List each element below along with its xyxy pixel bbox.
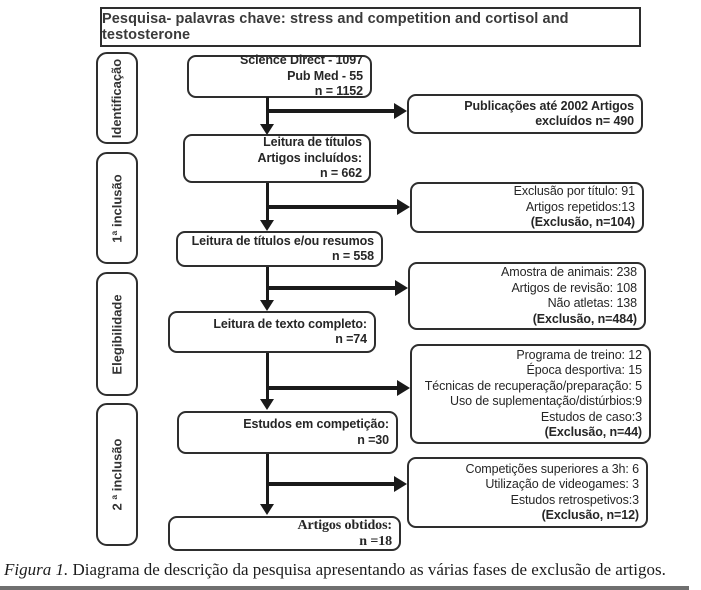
exclusion-line: Artigos de revisão: 108 (511, 280, 637, 295)
arrow-down-5-line (266, 454, 269, 504)
arrow-right-4-head (397, 380, 410, 396)
stage-label-text: Identificação (109, 58, 125, 138)
arrow-right-5-head (394, 476, 407, 492)
exclusion-box-2: Exclusão por título: 91 Artigos repetido… (410, 182, 644, 233)
stage-label-elegibilidade: Elegibilidade (96, 272, 138, 396)
flow-line: Science Direct - 1097 (240, 53, 363, 68)
arrow-down-1-head (260, 124, 274, 135)
arrow-down-3-line (266, 267, 269, 300)
arrow-right-3-head (395, 280, 408, 296)
exclusion-total-line: (Exclusão, n=104) (530, 215, 635, 230)
exclusion-line: excluídos n= 490 (535, 114, 634, 128)
exclusion-line: Exclusão por título: 91 (513, 184, 635, 199)
exclusion-line: Estudos de caso:3 (540, 409, 642, 424)
flow-line: n = 558 (331, 249, 374, 263)
arrow-down-2-line (266, 183, 269, 220)
arrow-down-3-head (260, 300, 274, 311)
exclusion-box-3: Amostra de animais: 238 Artigos de revis… (408, 262, 646, 330)
flow-line: Artigos incluídos: (257, 150, 363, 165)
flow-line: Leitura de títulos e/ou resumos (191, 233, 374, 248)
exclusion-total-line: (Exclusão, n=12) (541, 508, 640, 522)
exclusion-line: Amostra de animais: 238 (501, 265, 637, 279)
figure-caption-text: Diagrama de descrição da pesquisa aprese… (68, 560, 666, 579)
exclusion-box-1: Publicações até 2002 Artigos excluídos n… (407, 94, 643, 134)
arrow-right-1-head (394, 103, 407, 119)
stage-label-text: Elegibilidade (109, 293, 125, 375)
figure-caption-label: Figura 1. (4, 560, 69, 579)
stage-label-identificacao: Identificação (96, 52, 138, 144)
flow-line: Leitura de texto completo: (213, 316, 367, 331)
arrow-down-4-head (260, 399, 274, 410)
flow-box-leitura-resumos: Leitura de títulos e/ou resumos n = 558 (176, 231, 383, 267)
flow-box-artigos-obtidos: Artigos obtidos: n =18 (168, 516, 401, 551)
search-keywords-box: Pesquisa- palavras chave: stress and com… (100, 7, 641, 47)
flow-line: Leitura de títulos (263, 135, 362, 150)
exclusion-line: Utilização de videogames: 3 (485, 477, 639, 491)
flow-box-leitura-titulos: Leitura de títulos Artigos incluídos: n … (183, 134, 371, 183)
flow-box-texto-completo: Leitura de texto completo: n =74 (168, 311, 376, 353)
scan-artifact-bar (0, 586, 689, 590)
flow-box-estudos-competicao: Estudos em competição: n =30 (177, 411, 398, 454)
stage-label-text: 1ª inclusão (109, 173, 125, 243)
flow-line: Pub Med - 55 (287, 68, 363, 83)
stage-label-text: 2 ª inclusão (109, 438, 125, 511)
exclusion-line: Época desportiva: 15 (526, 363, 643, 377)
exclusion-box-5: Competições superiores a 3h: 6 Utilizaçã… (407, 457, 648, 528)
arrow-right-1-line (268, 109, 394, 113)
figure-caption: Figura 1. Diagrama de descrição da pesqu… (4, 560, 699, 580)
flow-line: n =74 (335, 332, 367, 346)
exclusion-line: Não atletas: 138 (547, 296, 638, 310)
flow-box-sources: Science Direct - 1097 Pub Med - 55 n = 1… (187, 53, 372, 99)
arrow-right-5-line (268, 482, 394, 486)
flow-line: n = 1152 (314, 84, 363, 99)
exclusion-line: Estudos retrospetivos:3 (510, 492, 639, 507)
exclusion-total-line: (Exclusão, n=484) (532, 311, 637, 326)
arrow-right-4-line (268, 386, 397, 390)
arrow-down-2-head (260, 220, 274, 231)
arrow-down-5-head (260, 504, 274, 515)
exclusion-box-4: Programa de treino: 12 Época desportiva:… (410, 344, 651, 444)
exclusion-total-line: (Exclusão, n=44) (544, 425, 643, 439)
arrow-down-1-line (266, 97, 269, 124)
exclusion-line: Competições superiores a 3h: 6 (465, 461, 640, 476)
arrow-right-3-line (268, 286, 395, 290)
arrow-right-2-head (397, 199, 410, 215)
flow-line: Estudos em competição: (243, 417, 389, 431)
flow-line: n = 662 (319, 166, 362, 181)
stage-label-primeira-inclusao: 1ª inclusão (96, 152, 138, 264)
arrow-right-2-line (268, 205, 397, 209)
exclusion-line: Artigos repetidos:13 (525, 199, 635, 214)
stage-label-segunda-inclusao: 2 ª inclusão (96, 403, 138, 546)
exclusion-line: Programa de treino: 12 (516, 347, 642, 362)
flow-line: n =18 (359, 533, 392, 549)
flow-line: Artigos obtidos: (297, 518, 393, 533)
flow-line: n =30 (357, 432, 389, 447)
search-keywords-text: Pesquisa- palavras chave: stress and com… (102, 11, 569, 43)
exclusion-line: Técnicas de recuperação/preparação: 5 (424, 378, 642, 393)
exclusion-line: Uso de suplementação/distúrbios:9 (450, 394, 642, 408)
arrow-down-4-line (266, 353, 269, 399)
exclusion-line: Publicações até 2002 Artigos (464, 98, 634, 113)
